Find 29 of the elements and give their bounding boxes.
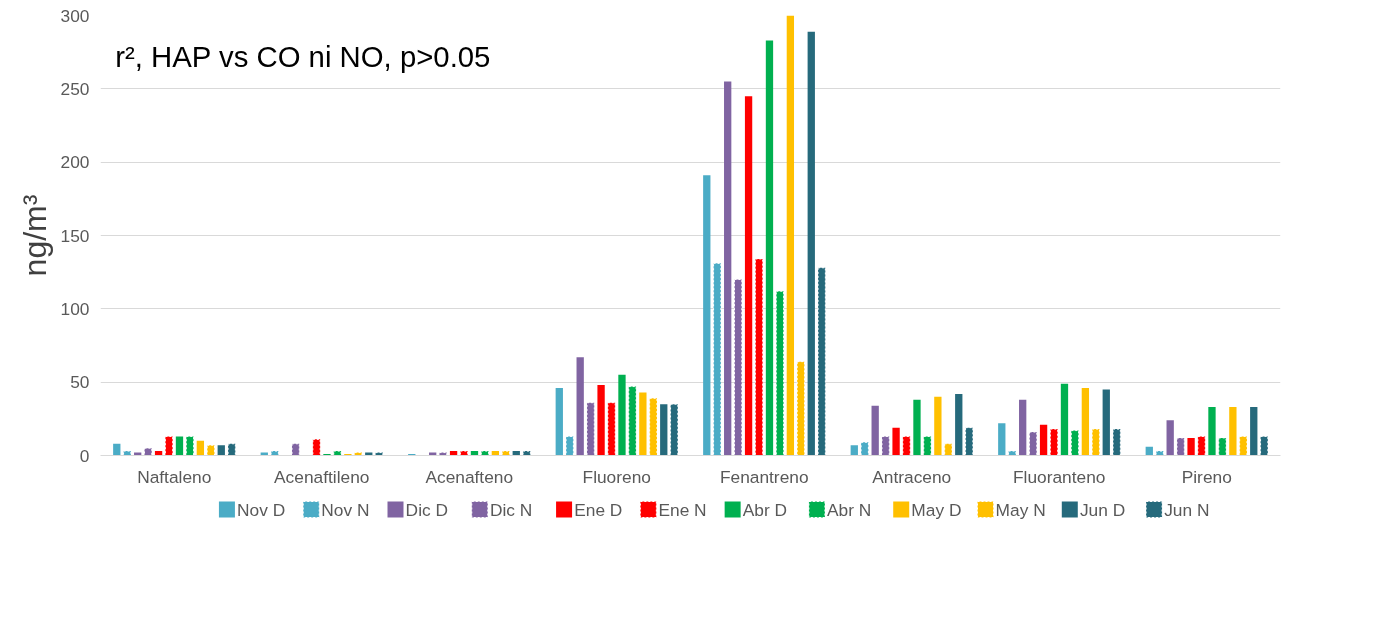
legend-label: Jun D [1079, 499, 1126, 520]
x-tick-label: Pireno [1181, 466, 1232, 487]
x-tick-label: Acenafteno [425, 466, 514, 487]
legend-label: Jun N [1164, 499, 1210, 520]
legend-label: Dic D [405, 499, 448, 520]
y-tick-label: 50 [70, 372, 90, 393]
legend-label: Nov D [237, 499, 286, 520]
legend-label: Nov N [321, 499, 370, 520]
legend-label: May N [995, 499, 1046, 520]
y-tick-label: 0 [79, 445, 90, 466]
x-tick-label: Antraceno [872, 466, 952, 487]
legend-label: Abr N [827, 499, 872, 520]
x-tick-label: Fluoranteno [1013, 466, 1106, 487]
x-tick-label: Fenantreno [719, 466, 809, 487]
legend-label: Ene N [658, 499, 707, 520]
y-tick-label: 250 [60, 78, 90, 99]
legend-label: Ene D [574, 499, 623, 520]
legend-label: Abr D [742, 499, 788, 520]
y-tick-label: 150 [60, 225, 90, 246]
y-tick-label: 200 [60, 152, 90, 173]
y-tick-label: 100 [60, 298, 90, 319]
annotation: r², HAP vs CO ni NO, p>0.05 [115, 39, 491, 73]
y-tick-label: 300 [60, 5, 90, 26]
y-axis-title: ng/m³ [16, 194, 53, 277]
x-tick-label: Acenaftileno [274, 466, 370, 487]
legend-label: May D [911, 499, 962, 520]
legend-label: Dic N [489, 499, 533, 520]
x-tick-label: Naftaleno [137, 466, 212, 487]
x-tick-label: Fluoreno [582, 466, 651, 487]
